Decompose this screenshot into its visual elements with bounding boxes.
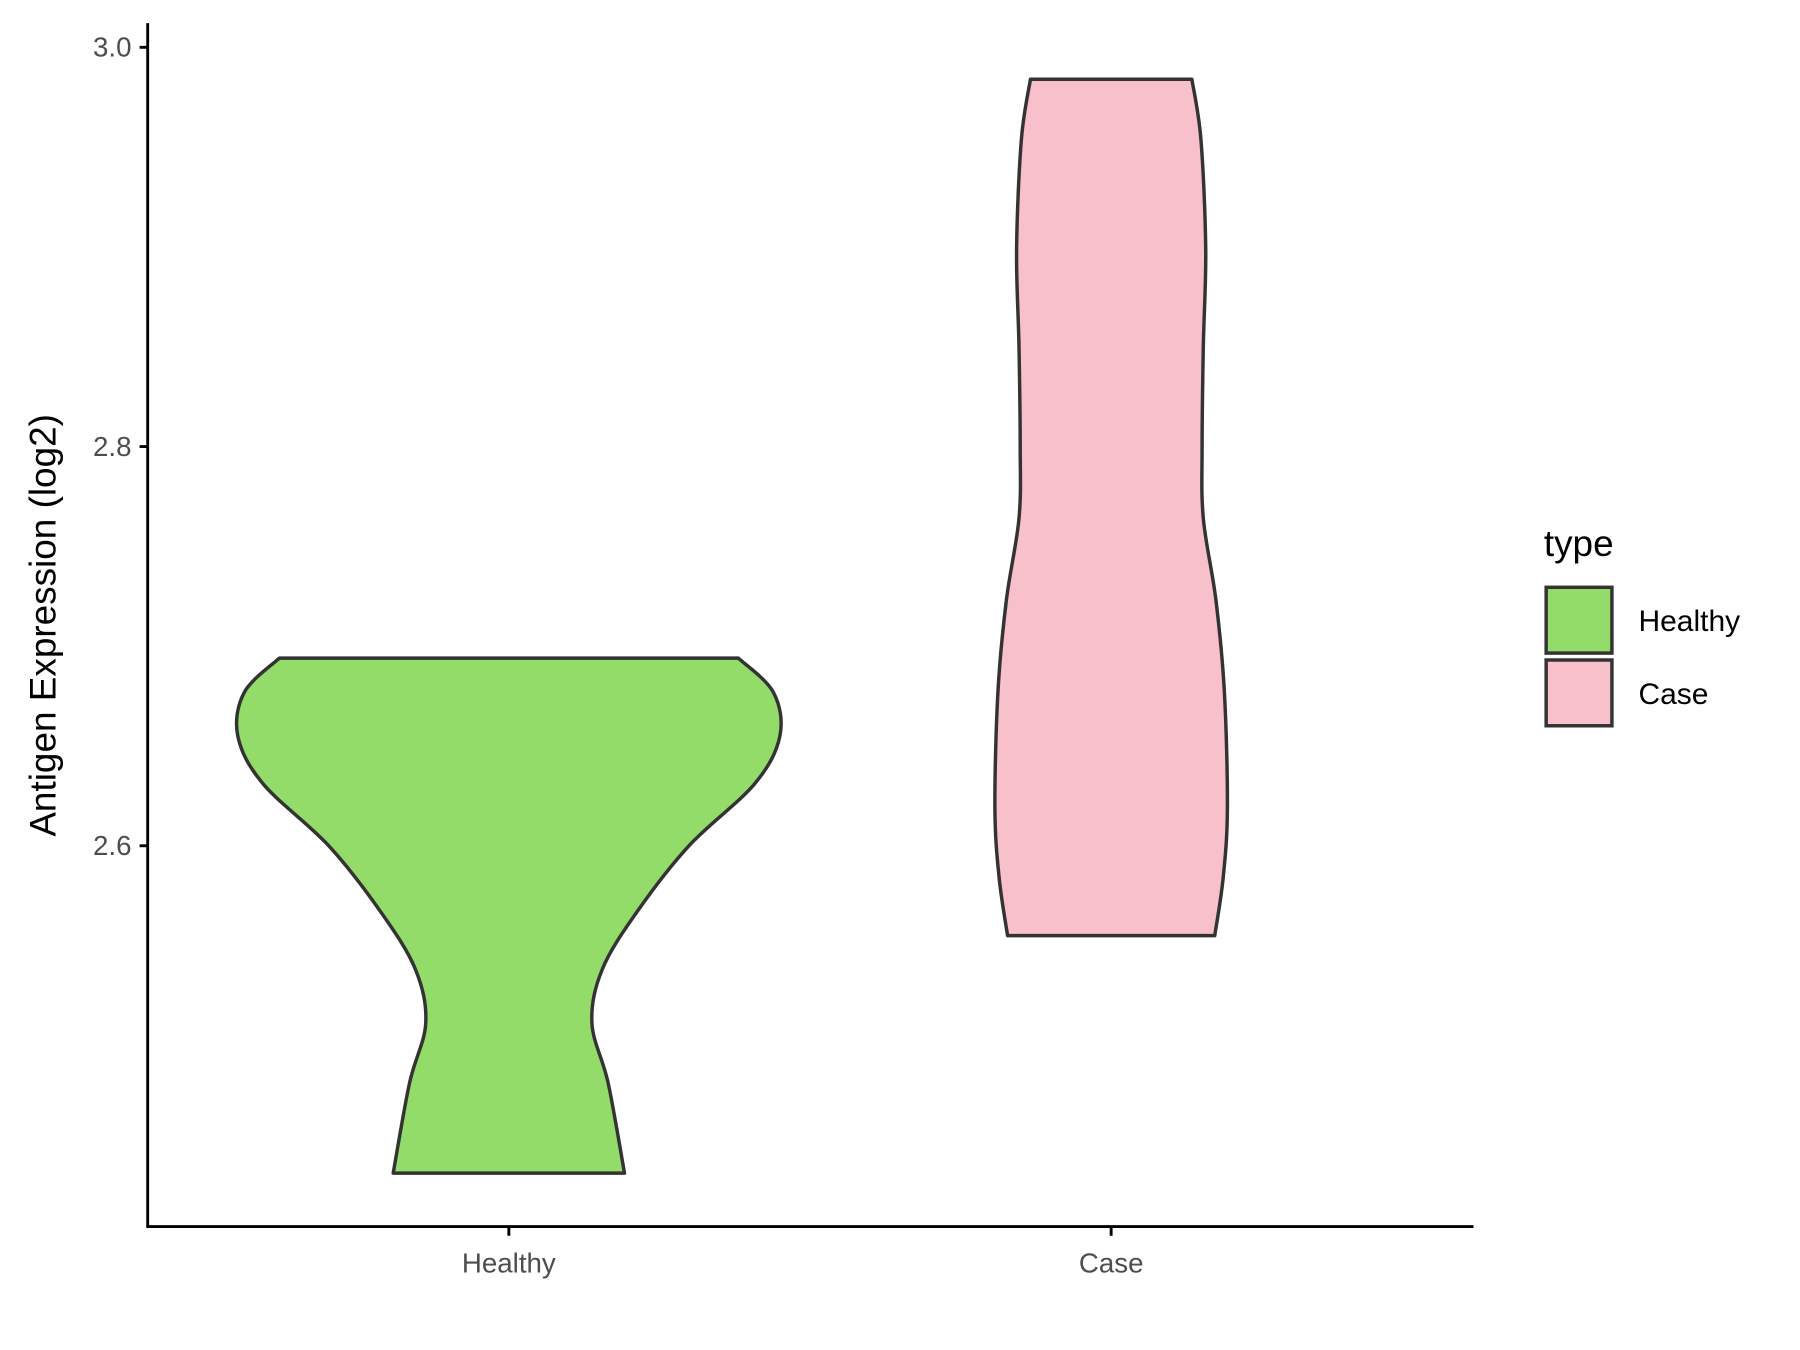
y-tick-label: 2.6	[93, 830, 132, 861]
x-tick-label: Case	[1079, 1248, 1144, 1279]
y-tick-label: 2.8	[93, 431, 132, 462]
legend-title: type	[1544, 523, 1614, 564]
y-ticks: 2.6 2.8 3.0	[93, 32, 148, 861]
violin-healthy	[234, 656, 783, 1175]
legend-key-case	[1544, 658, 1614, 728]
violins	[234, 77, 1230, 1175]
legend-key-healthy	[1544, 585, 1614, 655]
y-axis-label: Antigen Expression (log2)	[22, 414, 63, 837]
x-ticks: Healthy Case	[462, 1226, 1144, 1279]
y-tick-label: 3.0	[93, 32, 132, 63]
violin-case	[993, 77, 1230, 938]
legend-label: Case	[1638, 678, 1708, 711]
legend: type Healthy Case	[1544, 523, 1740, 728]
x-tick-label: Healthy	[462, 1248, 556, 1279]
legend-label: Healthy	[1638, 605, 1740, 638]
